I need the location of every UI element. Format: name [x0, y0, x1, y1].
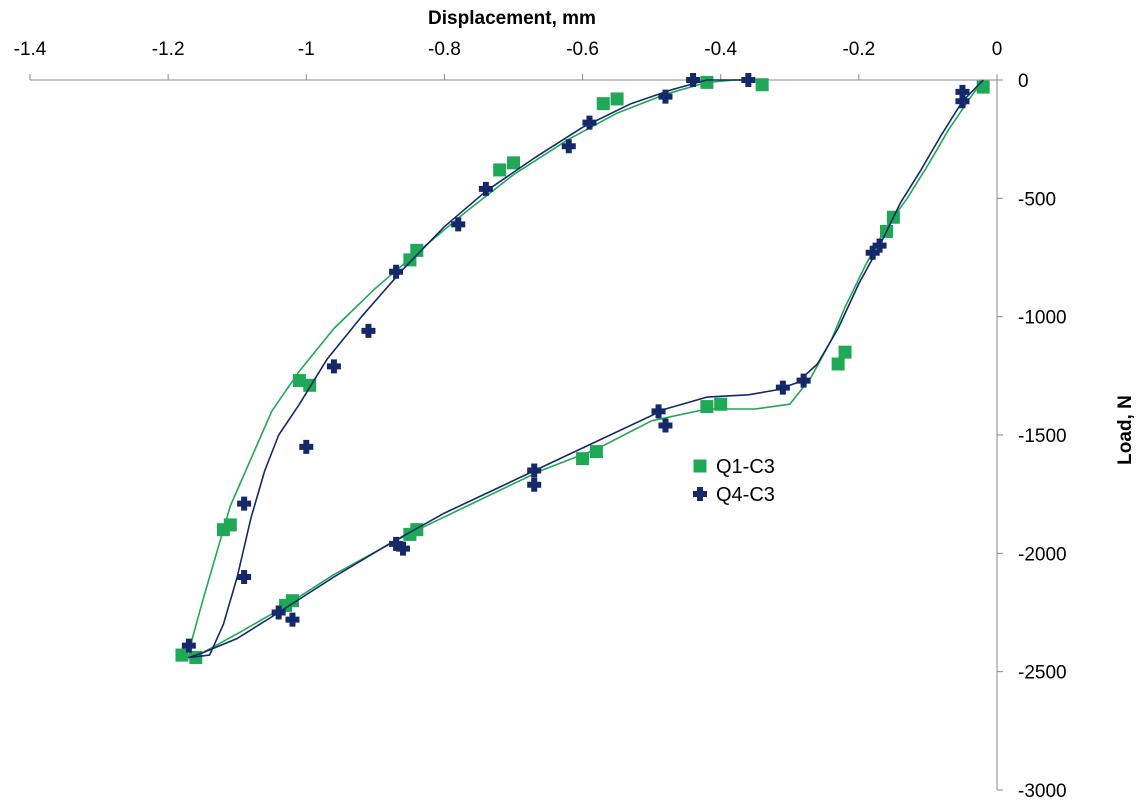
- y-tick-label: -500: [1018, 189, 1056, 210]
- data-point: [610, 92, 624, 106]
- data-point: [493, 163, 507, 177]
- legend: Q1-C3 Q4-C3: [693, 456, 775, 506]
- data-point: [865, 245, 880, 260]
- x-tick-label: -0.4: [704, 39, 737, 60]
- series-line: [188, 79, 984, 659]
- data-point: [478, 181, 493, 196]
- series-line: [188, 79, 984, 659]
- y-tick-label: 0: [1018, 71, 1029, 92]
- data-point: [838, 345, 852, 359]
- y-axis: 0 -500 -1000 -1500 -2000 -2500 -3000: [996, 71, 1067, 802]
- data-point: [271, 605, 286, 620]
- data-point: [223, 518, 237, 532]
- data-point: [831, 357, 845, 371]
- data-point: [651, 404, 666, 419]
- data-point: [395, 541, 410, 556]
- y-tick-label: -2500: [1018, 663, 1067, 684]
- y-tick-label: -1000: [1018, 308, 1067, 329]
- data-point: [976, 80, 990, 94]
- legend-item: Q4-C3: [693, 484, 775, 506]
- x-tick-label: -1.2: [152, 39, 185, 60]
- data-point: [589, 445, 603, 459]
- data-point: [527, 477, 542, 492]
- data-point: [755, 78, 769, 92]
- data-point: [237, 496, 252, 511]
- data-point: [403, 253, 417, 267]
- legend-marker: [693, 487, 707, 501]
- data-point: [181, 638, 196, 653]
- data-point: [872, 238, 887, 253]
- data-point: [576, 452, 590, 466]
- data-point: [361, 323, 376, 338]
- data-point: [714, 397, 728, 411]
- data-point: [658, 89, 673, 104]
- series-q1-c3: [175, 75, 990, 664]
- x-tick-label: -0.8: [428, 39, 461, 60]
- x-tick-label: -1: [298, 39, 315, 60]
- data-point: [527, 463, 542, 478]
- series-layer: [175, 73, 990, 664]
- x-axis-title: Displacement, mm: [428, 8, 596, 29]
- y-axis-title: Load, N: [1115, 395, 1136, 465]
- y-tick-label: -3000: [1018, 781, 1067, 802]
- data-point: [175, 648, 189, 662]
- data-point: [326, 359, 341, 374]
- data-point: [389, 264, 404, 279]
- y-tick-label: -2000: [1018, 544, 1067, 565]
- legend-label: Q4-C3: [716, 484, 775, 506]
- data-point: [700, 75, 714, 89]
- x-tick-label: -1.4: [14, 39, 47, 60]
- x-tick-label: -0.6: [566, 39, 599, 60]
- x-axis: -1.4 -1.2 -1 -0.8 -0.6 -0.4 -0.2 0: [14, 39, 1003, 81]
- data-point: [237, 570, 252, 584]
- data-point: [582, 115, 597, 130]
- data-point: [451, 217, 466, 232]
- data-point: [775, 380, 790, 395]
- series-q4-c3: [181, 73, 984, 659]
- data-point: [292, 374, 306, 388]
- data-point: [299, 439, 314, 454]
- data-point: [686, 73, 701, 87]
- y-tick-label: -1500: [1018, 426, 1067, 447]
- data-point: [658, 418, 673, 433]
- data-point: [389, 536, 404, 551]
- legend-label: Q1-C3: [716, 456, 775, 478]
- data-point: [955, 94, 970, 109]
- data-point: [279, 598, 293, 612]
- x-tick-label: -0.2: [842, 39, 875, 60]
- data-point: [507, 156, 520, 170]
- data-point: [700, 400, 714, 414]
- data-point: [955, 84, 970, 99]
- data-point: [596, 97, 610, 111]
- data-point: [561, 139, 576, 154]
- legend-item: Q1-C3: [693, 456, 775, 478]
- data-point: [741, 73, 756, 87]
- data-point: [285, 612, 300, 627]
- x-tick-label: 0: [992, 39, 1003, 60]
- legend-marker: [693, 459, 707, 473]
- data-point: [796, 373, 811, 388]
